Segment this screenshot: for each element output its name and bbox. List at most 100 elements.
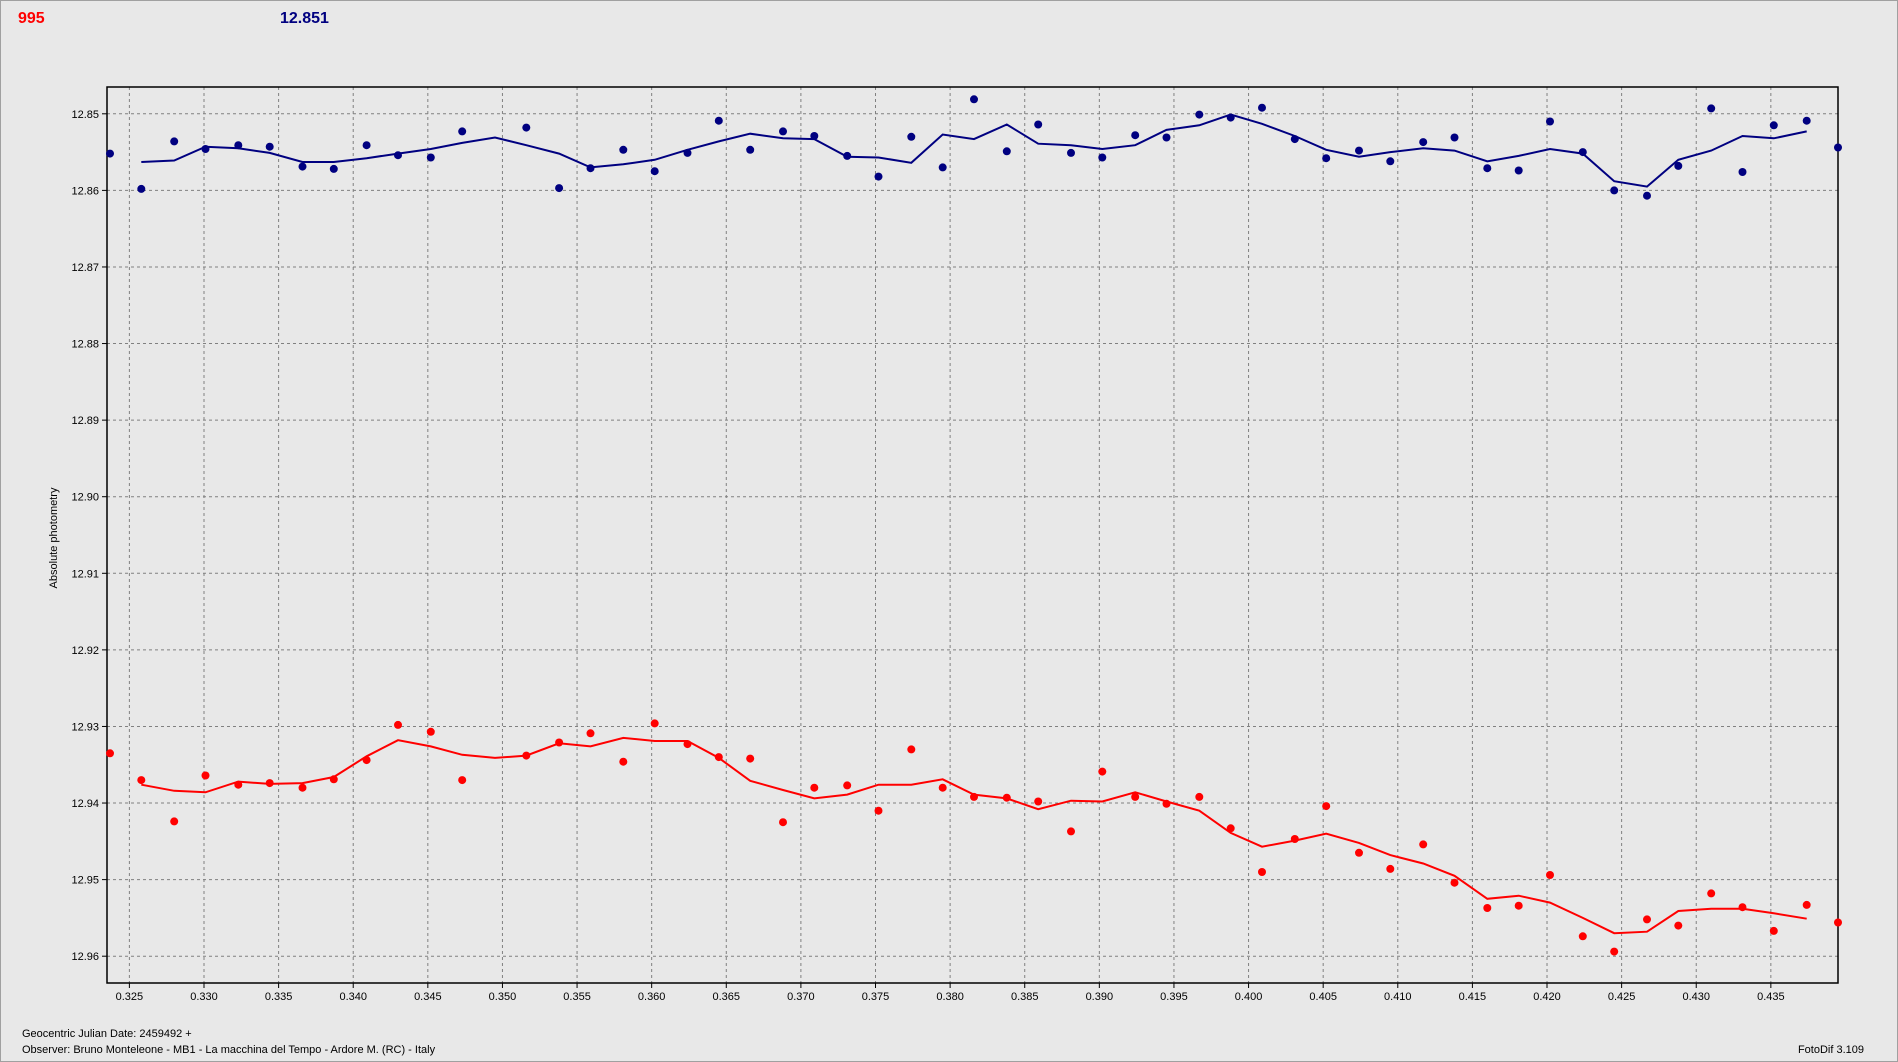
comparison-star-readout: 12.851 — [280, 10, 329, 27]
x-tick-label: 0.355 — [563, 991, 591, 1003]
x-tick-label: 0.380 — [936, 991, 964, 1003]
series-0-point — [1034, 120, 1043, 129]
x-tick-label: 0.400 — [1235, 991, 1263, 1003]
x-tick-label: 0.395 — [1160, 991, 1188, 1003]
series-1-point — [298, 783, 307, 792]
series-0-point — [1355, 146, 1363, 155]
series-0-point — [1546, 117, 1554, 126]
x-tick-label: 0.370 — [787, 991, 815, 1003]
plot-border — [106, 86, 1839, 984]
series-1-point — [1483, 904, 1492, 912]
x-tick-label: 0.345 — [414, 991, 442, 1003]
series-0-point — [1738, 168, 1747, 176]
series-1-point — [555, 738, 564, 747]
series-0-point — [1131, 131, 1140, 140]
y-tick-label: 12.90 — [71, 492, 99, 504]
series-1-point — [1034, 797, 1043, 806]
series-1-point — [714, 753, 723, 762]
series-1-point — [1290, 835, 1299, 843]
series-0-point — [298, 162, 307, 171]
series-1-point — [265, 779, 274, 788]
series-0-point — [1674, 161, 1683, 170]
series-1-point — [1226, 824, 1235, 833]
series-0-point — [555, 184, 564, 193]
y-tick-label: 12.92 — [71, 645, 99, 657]
series-0-point — [1707, 104, 1716, 113]
y-tick-label: 12.88 — [71, 339, 99, 351]
y-tick-label: 12.94 — [71, 798, 99, 810]
series-0-smooth-line — [141, 113, 1807, 188]
series-1-point — [1322, 802, 1331, 811]
chart-axes: 0.325 0.330 0.335 0.340 0.345 0.350 0.355 0.360… — [71, 86, 1839, 1003]
series-0-point — [1098, 153, 1107, 162]
series-1-point — [137, 776, 146, 785]
chart-grid — [107, 87, 1838, 983]
series-1-point — [586, 729, 595, 738]
series-0-point — [746, 145, 755, 154]
series-0-point — [394, 151, 402, 160]
series-1-point — [426, 727, 435, 736]
series-1-point — [1195, 792, 1204, 801]
series-1-point — [1450, 878, 1459, 887]
x-tick-label: 0.420 — [1533, 991, 1561, 1003]
series-1-point — [874, 806, 883, 815]
julian-date-label: Geocentric Julian Date: 2459492 + — [22, 1028, 192, 1040]
series-0-point — [1195, 110, 1204, 119]
y-tick-label: 12.87 — [71, 262, 99, 274]
x-tick-label: 0.375 — [862, 991, 890, 1003]
series-1-point — [1131, 792, 1140, 801]
series-0-point — [650, 167, 659, 176]
series-0-point — [874, 172, 883, 181]
series-0-point — [170, 137, 179, 146]
x-tick-label: 0.350 — [489, 991, 517, 1003]
y-tick-label: 12.93 — [71, 721, 99, 733]
series-0-point — [1290, 135, 1299, 144]
series-0-point — [938, 163, 947, 172]
series-0-point — [362, 141, 371, 150]
series-1-point — [1258, 868, 1266, 876]
series-1-point — [1769, 926, 1778, 935]
series-0-point — [1769, 121, 1778, 130]
series-0-point — [1578, 148, 1587, 157]
series-1-point — [779, 818, 787, 827]
series-0-point — [1322, 154, 1331, 163]
series-0-point — [714, 116, 723, 125]
series-1-point — [1643, 915, 1651, 924]
series-1-point — [362, 756, 371, 765]
series-1-point — [683, 740, 692, 749]
series-0-point — [810, 132, 819, 140]
x-tick-label: 0.385 — [1011, 991, 1039, 1003]
series-1-point — [1610, 947, 1619, 956]
series-0-point — [1610, 186, 1619, 195]
series-0-point — [1514, 166, 1523, 175]
series-1-point — [1738, 903, 1747, 912]
series-1-point — [201, 771, 210, 780]
series-1-point — [458, 776, 467, 785]
observer-label: Observer: Bruno Monteleone - MB1 - La ma… — [22, 1044, 436, 1056]
series-1-point — [810, 783, 819, 792]
y-tick-label: 12.95 — [71, 875, 99, 887]
series-1-point — [1098, 767, 1107, 776]
series-0-point — [329, 164, 338, 173]
series-1-point — [1834, 918, 1842, 927]
x-tick-label: 0.410 — [1384, 991, 1412, 1003]
series-1-point — [1002, 793, 1011, 802]
x-tick-label: 0.390 — [1086, 991, 1114, 1003]
series-1-point — [1419, 840, 1428, 849]
series-0-point — [106, 149, 114, 158]
series-1-point — [1802, 900, 1811, 909]
series-0-point — [458, 127, 467, 136]
series-0-point — [522, 123, 531, 132]
x-tick-label: 0.430 — [1682, 991, 1710, 1003]
series-1-point — [1162, 799, 1171, 808]
series-0-point — [1386, 157, 1395, 166]
x-tick-label: 0.360 — [638, 991, 666, 1003]
y-axis-label: Absolute photometry — [48, 487, 60, 588]
series-0-point — [907, 132, 916, 141]
software-version-label: FotoDif 3.109 — [1797, 1044, 1864, 1056]
series-0-point — [137, 184, 146, 193]
series-0-point — [970, 95, 978, 104]
series-0-point — [234, 141, 243, 150]
series-1-point — [1674, 921, 1683, 930]
x-tick-label: 0.330 — [190, 991, 218, 1003]
